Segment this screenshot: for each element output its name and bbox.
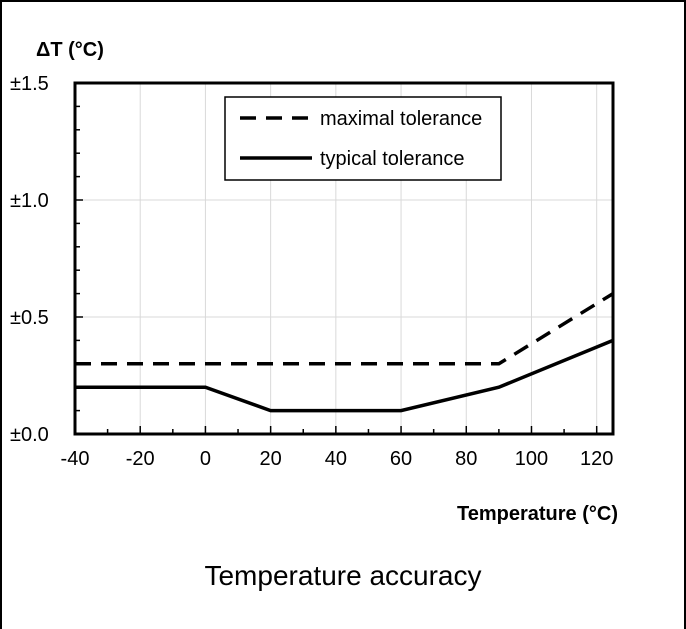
- legend-box: [224, 96, 502, 181]
- legend-label: maximal tolerance: [320, 108, 482, 130]
- series-line-typical-tolerance: [75, 338, 614, 413]
- y-tick-label: ±1.0: [10, 190, 49, 212]
- x-tick-label: 20: [260, 448, 282, 470]
- x-tick-label: -40: [61, 448, 90, 470]
- series-group: [75, 292, 614, 413]
- y-tick-label: ±0.0: [10, 424, 49, 446]
- axis-ticks: -40 -20 0 20 40 60 80 100 120 ±0.0 ±0.5 ±1.0 ±1.5: [10, 73, 613, 470]
- x-tick-label: -20: [126, 448, 155, 470]
- figure-caption: Temperature accuracy: [204, 560, 482, 591]
- legend: maximal tolerance typical tolerance: [224, 96, 502, 181]
- y-tick-label: ±0.5: [10, 307, 49, 329]
- x-tick-label: 100: [515, 448, 548, 470]
- x-axis-label: Temperature (°C): [457, 503, 618, 525]
- legend-label: typical tolerance: [320, 148, 465, 170]
- x-tick-label: 80: [455, 448, 477, 470]
- temperature-accuracy-chart: -40 -20 0 20 40 60 80 100 120 ±0.0 ±0.5 ±1.0 ±1.5 ma…: [10, 39, 618, 525]
- x-tick-label: 120: [580, 448, 613, 470]
- x-tick-label: 60: [390, 448, 412, 470]
- y-axis-label: ΔT (°C): [36, 39, 104, 61]
- y-tick-label: ±1.5: [10, 73, 49, 95]
- x-tick-label: 0: [200, 448, 211, 470]
- series-line-maximal-tolerance: [75, 292, 614, 366]
- plot-area-border: [73, 81, 615, 436]
- x-tick-label: 40: [325, 448, 347, 470]
